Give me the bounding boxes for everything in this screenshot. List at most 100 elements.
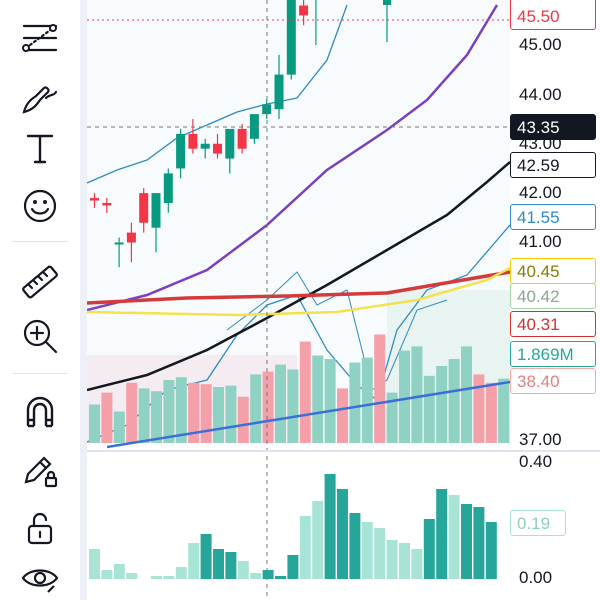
candle-body (114, 242, 124, 245)
indicator-bar (399, 543, 410, 579)
candle-body (200, 143, 210, 149)
indicator-bar (151, 576, 162, 579)
brush-icon (22, 86, 58, 114)
indicator-tick: 0.40 (519, 452, 553, 471)
volume-bar (448, 359, 460, 443)
ma-red (87, 270, 511, 305)
price-chart[interactable] (87, 0, 600, 600)
indicator-bar (213, 549, 224, 579)
volume-bars (89, 334, 510, 443)
volume-bar (287, 369, 299, 443)
price-label-45-50: 45.50 (510, 0, 596, 30)
indicator-bar (411, 549, 423, 579)
lock-drawings-tool[interactable] (20, 450, 60, 490)
candle-body (286, 0, 296, 75)
indicator-value-label: 0.19 (510, 510, 566, 536)
indicator-bar (188, 543, 200, 579)
volume-bar (237, 396, 249, 443)
magnet-icon (26, 396, 54, 428)
red-zone-label: 38.40 (510, 368, 596, 394)
indicator-bar (200, 534, 212, 579)
indicator-bar (324, 474, 336, 579)
candle-body (90, 198, 99, 201)
indicator-bar (113, 564, 125, 579)
lock-tool[interactable] (20, 508, 60, 548)
indicator-bar (461, 504, 472, 579)
volume-bar (436, 366, 448, 443)
indicator-pane (87, 450, 600, 579)
zoom-in-icon (23, 319, 58, 354)
indicator-bar (473, 507, 485, 579)
moving-averages (87, 4, 511, 449)
candle-body (383, 0, 391, 5)
price-tick: 45.00 (519, 35, 562, 54)
trend-line-tool[interactable] (20, 18, 60, 58)
volume-bar (101, 392, 113, 443)
ma-yellow-label: 40.45 (510, 258, 596, 284)
indicator-tick: 0.00 (519, 568, 553, 587)
emoji-icon (23, 189, 57, 223)
volume-bar (89, 404, 100, 443)
volume-bar (399, 350, 410, 443)
volume-bar (250, 374, 262, 443)
candle-body (225, 128, 235, 159)
trend-line (106, 380, 511, 449)
trend-line-icon (22, 24, 58, 52)
volume-bar (411, 346, 423, 443)
volume-bar (151, 391, 162, 443)
measure-tool[interactable] (20, 262, 60, 302)
price-tick: 42.00 (519, 183, 562, 202)
ma-yellow (87, 266, 511, 317)
indicator-bar (448, 495, 460, 579)
candle-body (262, 104, 272, 115)
candle-body (126, 232, 136, 243)
candle-body (213, 143, 222, 154)
volume-bar (324, 359, 336, 443)
indicator-bar (349, 513, 361, 579)
volume-bar (113, 411, 125, 443)
indicator-bar (423, 519, 435, 579)
indicator-bar (175, 567, 187, 579)
volume-bar (461, 346, 472, 443)
volume-bar (386, 392, 398, 443)
zoom-tool[interactable] (20, 316, 60, 356)
indicator-bar (312, 501, 324, 579)
crosshair-price-label: 43.35 (510, 114, 596, 140)
toolbar-divider (12, 373, 68, 374)
volume-bar (126, 382, 138, 443)
indicator-bar (262, 570, 274, 579)
indicator-bar (436, 489, 448, 579)
bb-upper (87, 4, 348, 184)
candle-body (176, 133, 186, 169)
candle-body (102, 203, 112, 206)
text-tool[interactable] (20, 128, 60, 168)
indicator-bar (337, 489, 348, 579)
candle-body (139, 193, 149, 223)
volume-bar (423, 375, 435, 443)
volume-bar (200, 384, 212, 443)
volume-bar (163, 380, 175, 443)
volume-bar (262, 371, 274, 443)
candle-body (151, 193, 161, 228)
ruler-icon (22, 265, 58, 299)
green-zone-label: 40.42 (510, 283, 596, 309)
volume-bar (225, 385, 237, 443)
volume-bar (213, 387, 224, 443)
pencil-lock-icon (24, 456, 58, 488)
emoji-tool[interactable] (20, 186, 60, 226)
eye-icon (21, 569, 59, 593)
volume-bar (312, 355, 324, 443)
price-tick: 37.00 (519, 430, 562, 449)
visibility-tool[interactable] (20, 560, 60, 600)
volume-label: 1.869M (510, 341, 596, 367)
price-tick: 44.00 (519, 85, 562, 104)
volume-bar (275, 364, 286, 443)
text-icon (26, 134, 54, 164)
volume-bar (374, 334, 386, 443)
magnet-tool[interactable] (20, 392, 60, 432)
brush-tool[interactable] (20, 78, 60, 118)
volume-bar (349, 362, 361, 443)
indicator-bar (299, 516, 311, 579)
ma-purple (87, 4, 499, 312)
toolbar-divider (12, 241, 68, 242)
